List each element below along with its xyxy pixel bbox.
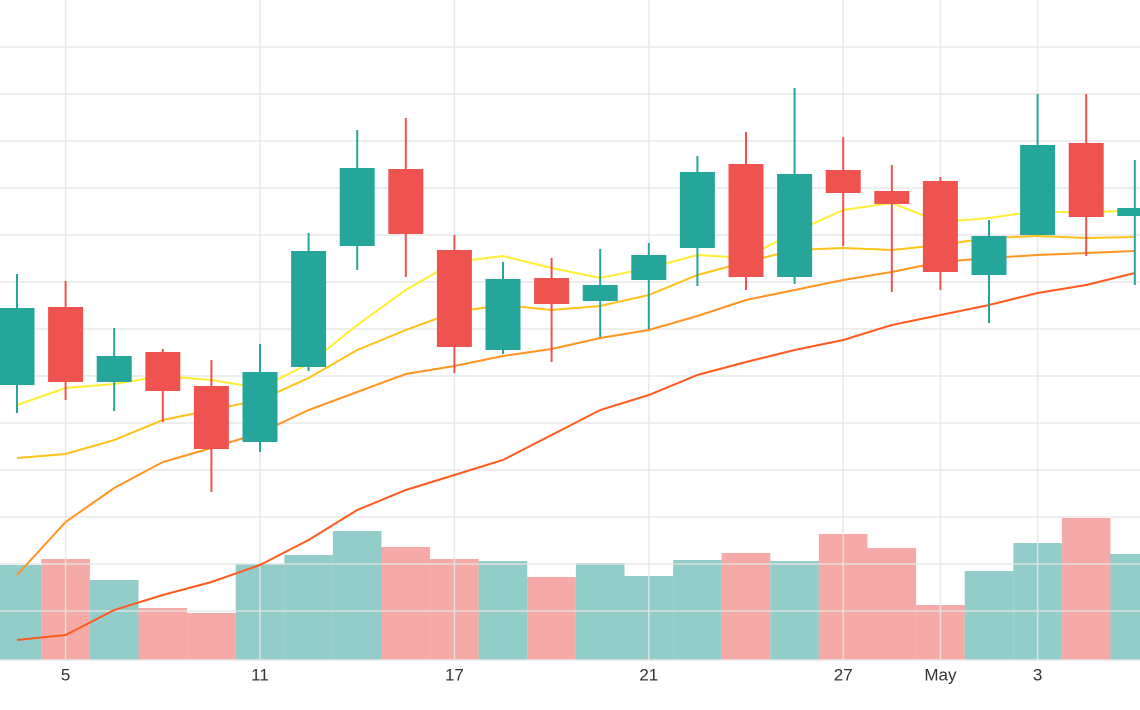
candle-body (1020, 145, 1056, 235)
volume-bar (867, 548, 917, 660)
candle-body (825, 170, 861, 193)
candle-body (145, 352, 181, 391)
candle-body (874, 191, 910, 204)
volume-bar (138, 608, 188, 660)
candle-body (777, 174, 813, 277)
volume-bar (89, 580, 139, 660)
moving-average-line (16, 272, 1136, 641)
candle-body (485, 279, 521, 350)
moving-average-line (16, 234, 1135, 459)
candle-body (1068, 143, 1104, 217)
candle-body (48, 307, 84, 382)
candle-body (193, 386, 229, 449)
x-tick-label: 11 (251, 665, 269, 684)
candle-body (339, 168, 375, 246)
moving-average-line (16, 250, 1135, 576)
candle-body (96, 356, 132, 382)
volume-bar (721, 553, 771, 660)
candle-body (291, 251, 327, 367)
volume-bar (964, 571, 1014, 660)
volume-bar (1110, 554, 1140, 660)
x-tick-label: 27 (834, 665, 853, 684)
candle-body (922, 181, 958, 272)
x-tick-label: 17 (445, 665, 464, 684)
x-tick-label: 5 (61, 665, 70, 684)
candle-body (242, 372, 278, 442)
volume-bar (381, 547, 431, 660)
x-tick-label: May (924, 665, 957, 684)
candle-body (971, 236, 1007, 275)
candle-body (582, 285, 618, 301)
volume-bar (284, 555, 333, 660)
volume-bar (673, 560, 722, 660)
volume-bar (1061, 518, 1111, 660)
volume-bar (0, 565, 42, 660)
moving-average-line (16, 201, 1135, 406)
candle-body (388, 169, 424, 234)
candle-body (436, 250, 472, 347)
volume-bar (187, 613, 236, 660)
candle-body (0, 308, 35, 385)
volume-bar (332, 531, 382, 660)
candle-body (728, 164, 764, 277)
candle-body (1117, 208, 1140, 216)
volume-bar (527, 577, 576, 660)
candle-body (631, 255, 667, 280)
x-tick-label: 3 (1033, 665, 1042, 684)
candle-body (679, 172, 715, 248)
x-tick-label: 21 (639, 665, 658, 684)
candle-body (534, 278, 570, 304)
